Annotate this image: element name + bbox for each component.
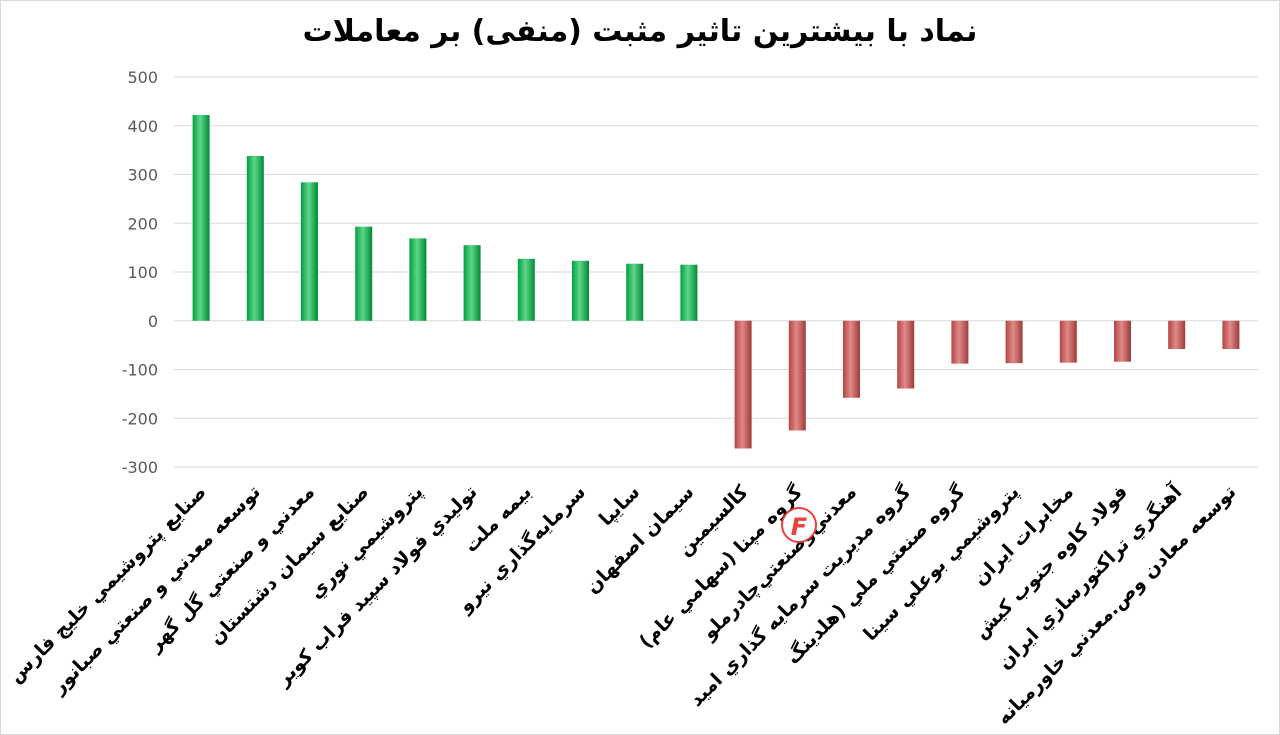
y-tick-label: 500 — [127, 68, 158, 87]
y-tick-label: 300 — [127, 166, 158, 185]
bar — [1059, 320, 1077, 363]
y-tick-label: -300 — [122, 458, 158, 477]
bar — [1005, 320, 1023, 364]
bar — [301, 182, 318, 321]
y-tick-label: -100 — [122, 361, 158, 380]
y-tick-label: 0 — [148, 312, 158, 331]
bar — [843, 320, 860, 398]
bar — [463, 245, 481, 321]
bar — [626, 263, 644, 321]
bar — [1168, 320, 1186, 350]
bar — [517, 258, 535, 321]
y-tick-label: 400 — [127, 117, 158, 136]
bar — [788, 320, 806, 431]
bar — [409, 238, 427, 321]
x-tick-label: صنايع پتروشيمي خليج فارس — [4, 481, 210, 687]
y-tick-label: 100 — [127, 263, 158, 282]
bar — [734, 320, 752, 449]
bar — [1222, 320, 1240, 350]
chart-title: نماد با بیشترین تاثیر مثبت (منفی) بر معا… — [302, 14, 978, 49]
bar — [572, 260, 589, 321]
watermark-logo-icon: F — [781, 507, 817, 543]
bar — [355, 226, 373, 321]
bar — [1114, 320, 1131, 362]
x-tick-label: سايپا — [595, 481, 644, 530]
bar — [951, 320, 969, 364]
bar — [680, 264, 698, 321]
bar — [246, 155, 264, 321]
y-tick-label: 200 — [127, 214, 158, 233]
bar — [897, 320, 915, 389]
x-tick-label: توسعه معدني و صنعتي صبانور — [47, 481, 265, 699]
bar — [192, 115, 210, 321]
y-tick-label: -200 — [122, 409, 158, 428]
x-tick-label: توليدي فولاد سپيد فراب كوير — [272, 481, 483, 692]
